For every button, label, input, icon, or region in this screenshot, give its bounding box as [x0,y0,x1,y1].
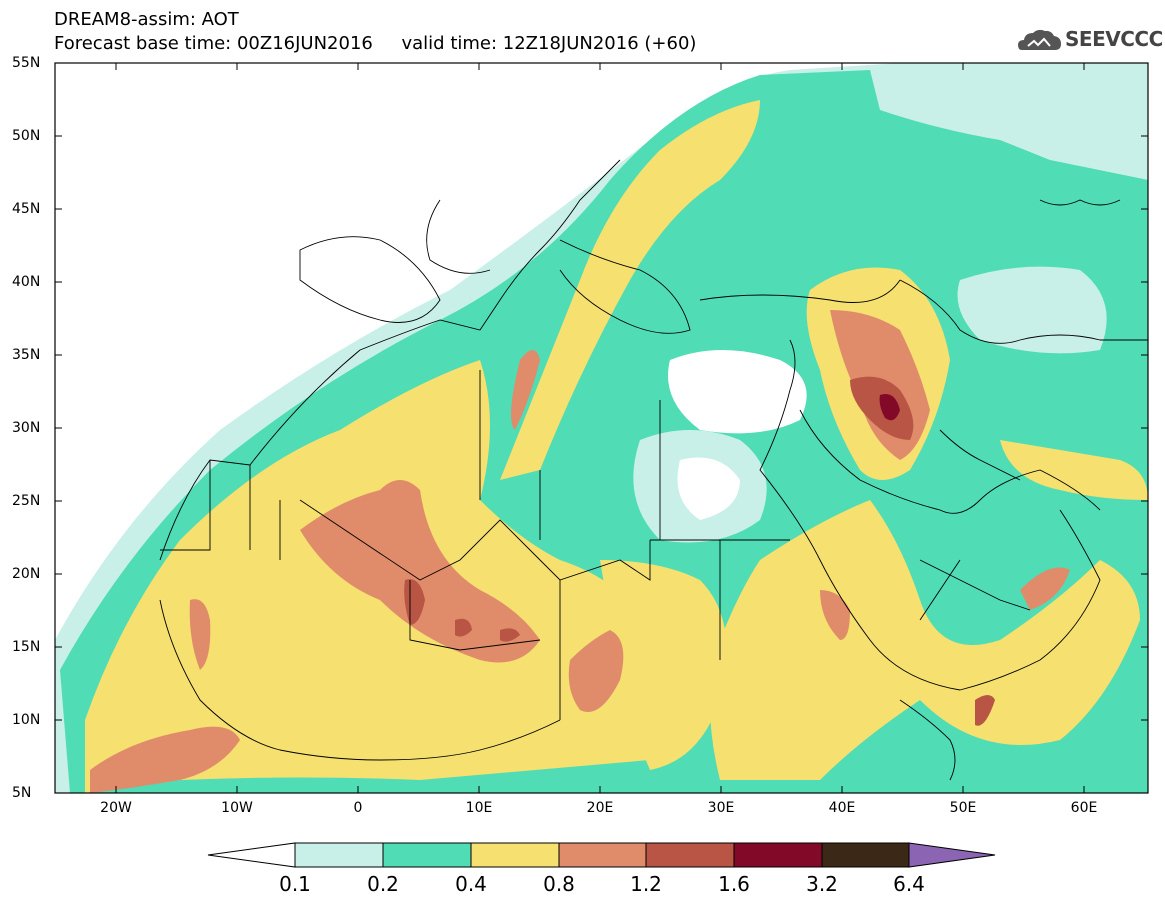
colorbar-label: 0.1 [279,872,311,896]
colorbar-label: 6.4 [893,872,925,896]
valid-time-label: valid time: 12Z18JUN2016 (+60) [401,33,697,54]
colorbar-label: 3.2 [806,872,838,896]
lon-label: 0 [353,800,363,816]
base-time-label: Forecast base time: 00Z16JUN2016 [54,33,373,54]
colorbar [207,842,996,868]
lat-label: 30N [12,420,41,436]
lat-label: 25N [12,493,41,509]
colorbar-label: 1.6 [718,872,750,896]
colorbar-left-arrow [207,842,296,868]
lat-label: 10N [12,712,41,728]
lat-label: 15N [12,639,41,655]
colorbar-bin-1.2 [645,842,735,868]
aot-clear-areas [633,266,1107,543]
colorbar-bin-0.8 [558,842,647,868]
axis-ticks [55,62,1148,793]
colorbar-bin-0.4 [470,842,560,868]
colorbar-right-arrow [908,842,996,868]
lon-label: 60E [1070,800,1098,816]
colorbar-label: 1.2 [630,872,662,896]
colorbar-label: 0.8 [543,872,575,896]
lat-label: 50N [12,128,41,144]
lat-label: 45N [12,201,41,217]
lat-label: 55N [12,55,41,71]
map-title: DREAM8-assim: AOT [54,9,239,30]
lat-label: 40N [12,274,41,290]
lon-label: 20W [100,800,132,816]
logo-text: SEEVCCC [1065,27,1163,51]
colorbar-bin-3.2 [821,842,910,868]
lat-label: 20N [12,566,41,582]
coastlines-borders [159,159,1148,781]
lon-label: 30E [707,800,735,816]
cloud-logo-icon [1018,29,1061,50]
lon-label: 10W [221,800,253,816]
lon-label: 10E [465,800,493,816]
colorbar-label: 0.4 [455,872,487,896]
colorbar-label: 0.2 [367,872,399,896]
colorbar-bin-1.6 [733,842,823,868]
lat-label: 35N [12,347,41,363]
colorbar-bin-0.2 [382,842,472,868]
lon-label: 40E [828,800,856,816]
lon-label: 20E [586,800,614,816]
forecast-base-time: Forecast base time: 00Z16JUN2016 valid t… [54,34,696,54]
lat-label: 5N [12,785,32,801]
aot-level-1.6 [879,394,900,421]
lon-label: 50E [949,800,977,816]
colorbar-bin-0.1 [294,842,384,868]
